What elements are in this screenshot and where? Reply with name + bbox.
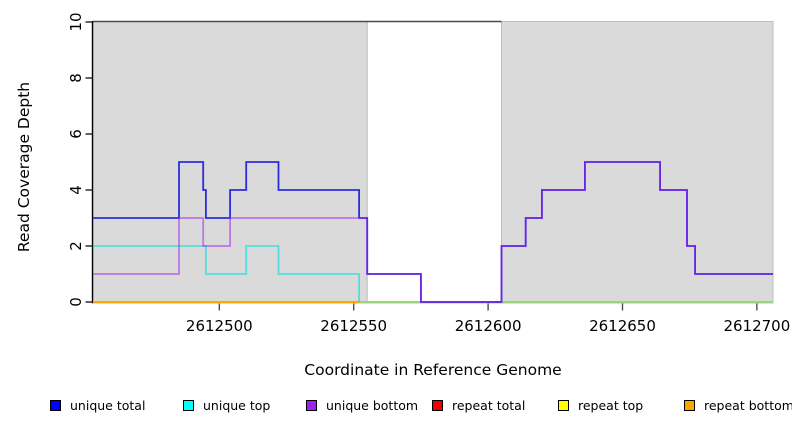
- series-line-unique-bottom: [93, 161, 773, 303]
- x-axis-title: Coordinate in Reference Genome: [304, 361, 561, 379]
- series-line-unique-top: [93, 245, 360, 302]
- legend-item: repeat top: [558, 396, 643, 414]
- y-tick-label: 8: [67, 73, 85, 83]
- background-region-gap-white: [366, 21, 503, 304]
- legend-swatch-unique-total: [50, 399, 61, 411]
- legend-item: repeat total: [432, 396, 525, 414]
- y-axis-title: Read Coverage Depth: [15, 82, 33, 252]
- legend-item: unique total: [50, 396, 145, 414]
- x-tick-label: 2612650: [589, 317, 656, 335]
- legend-swatch-repeat-bottom: [684, 399, 695, 411]
- legend-label: repeat total: [452, 397, 526, 413]
- legend-label: unique top: [203, 397, 271, 413]
- legend-label: unique total: [70, 397, 146, 413]
- legend-item: unique top: [183, 396, 270, 414]
- legend-swatch-repeat-total: [432, 399, 443, 411]
- y-tick-label: 10: [67, 12, 85, 31]
- legend-label: repeat bottom: [704, 397, 792, 413]
- legend-item: repeat bottom: [684, 396, 792, 414]
- legend-swatch-repeat-top: [558, 399, 569, 411]
- y-tick-label: 0: [67, 297, 85, 307]
- legend-swatch-unique-bottom: [306, 399, 317, 411]
- x-tick-label: 2612600: [455, 317, 522, 335]
- chart-legend: unique total unique top unique bottom repea…: [0, 396, 792, 416]
- legend-label: unique bottom: [326, 397, 419, 413]
- background-region-shaded-left: [92, 21, 368, 304]
- y-tick-label: 6: [67, 129, 85, 139]
- coverage-chart: 0 2 4 6 8 10 2612500 2612550 2612600 2612650 26127…: [15, 12, 790, 379]
- x-tick-label: 2612550: [320, 317, 387, 335]
- y-tick-label: 4: [67, 185, 85, 195]
- legend-label: repeat top: [578, 397, 644, 413]
- legend-swatch-unique-top: [183, 399, 194, 411]
- x-tick-label: 2612700: [723, 317, 790, 335]
- legend-item: unique bottom: [306, 396, 418, 414]
- y-tick-label: 2: [67, 241, 85, 251]
- x-tick-label: 2612500: [186, 317, 253, 335]
